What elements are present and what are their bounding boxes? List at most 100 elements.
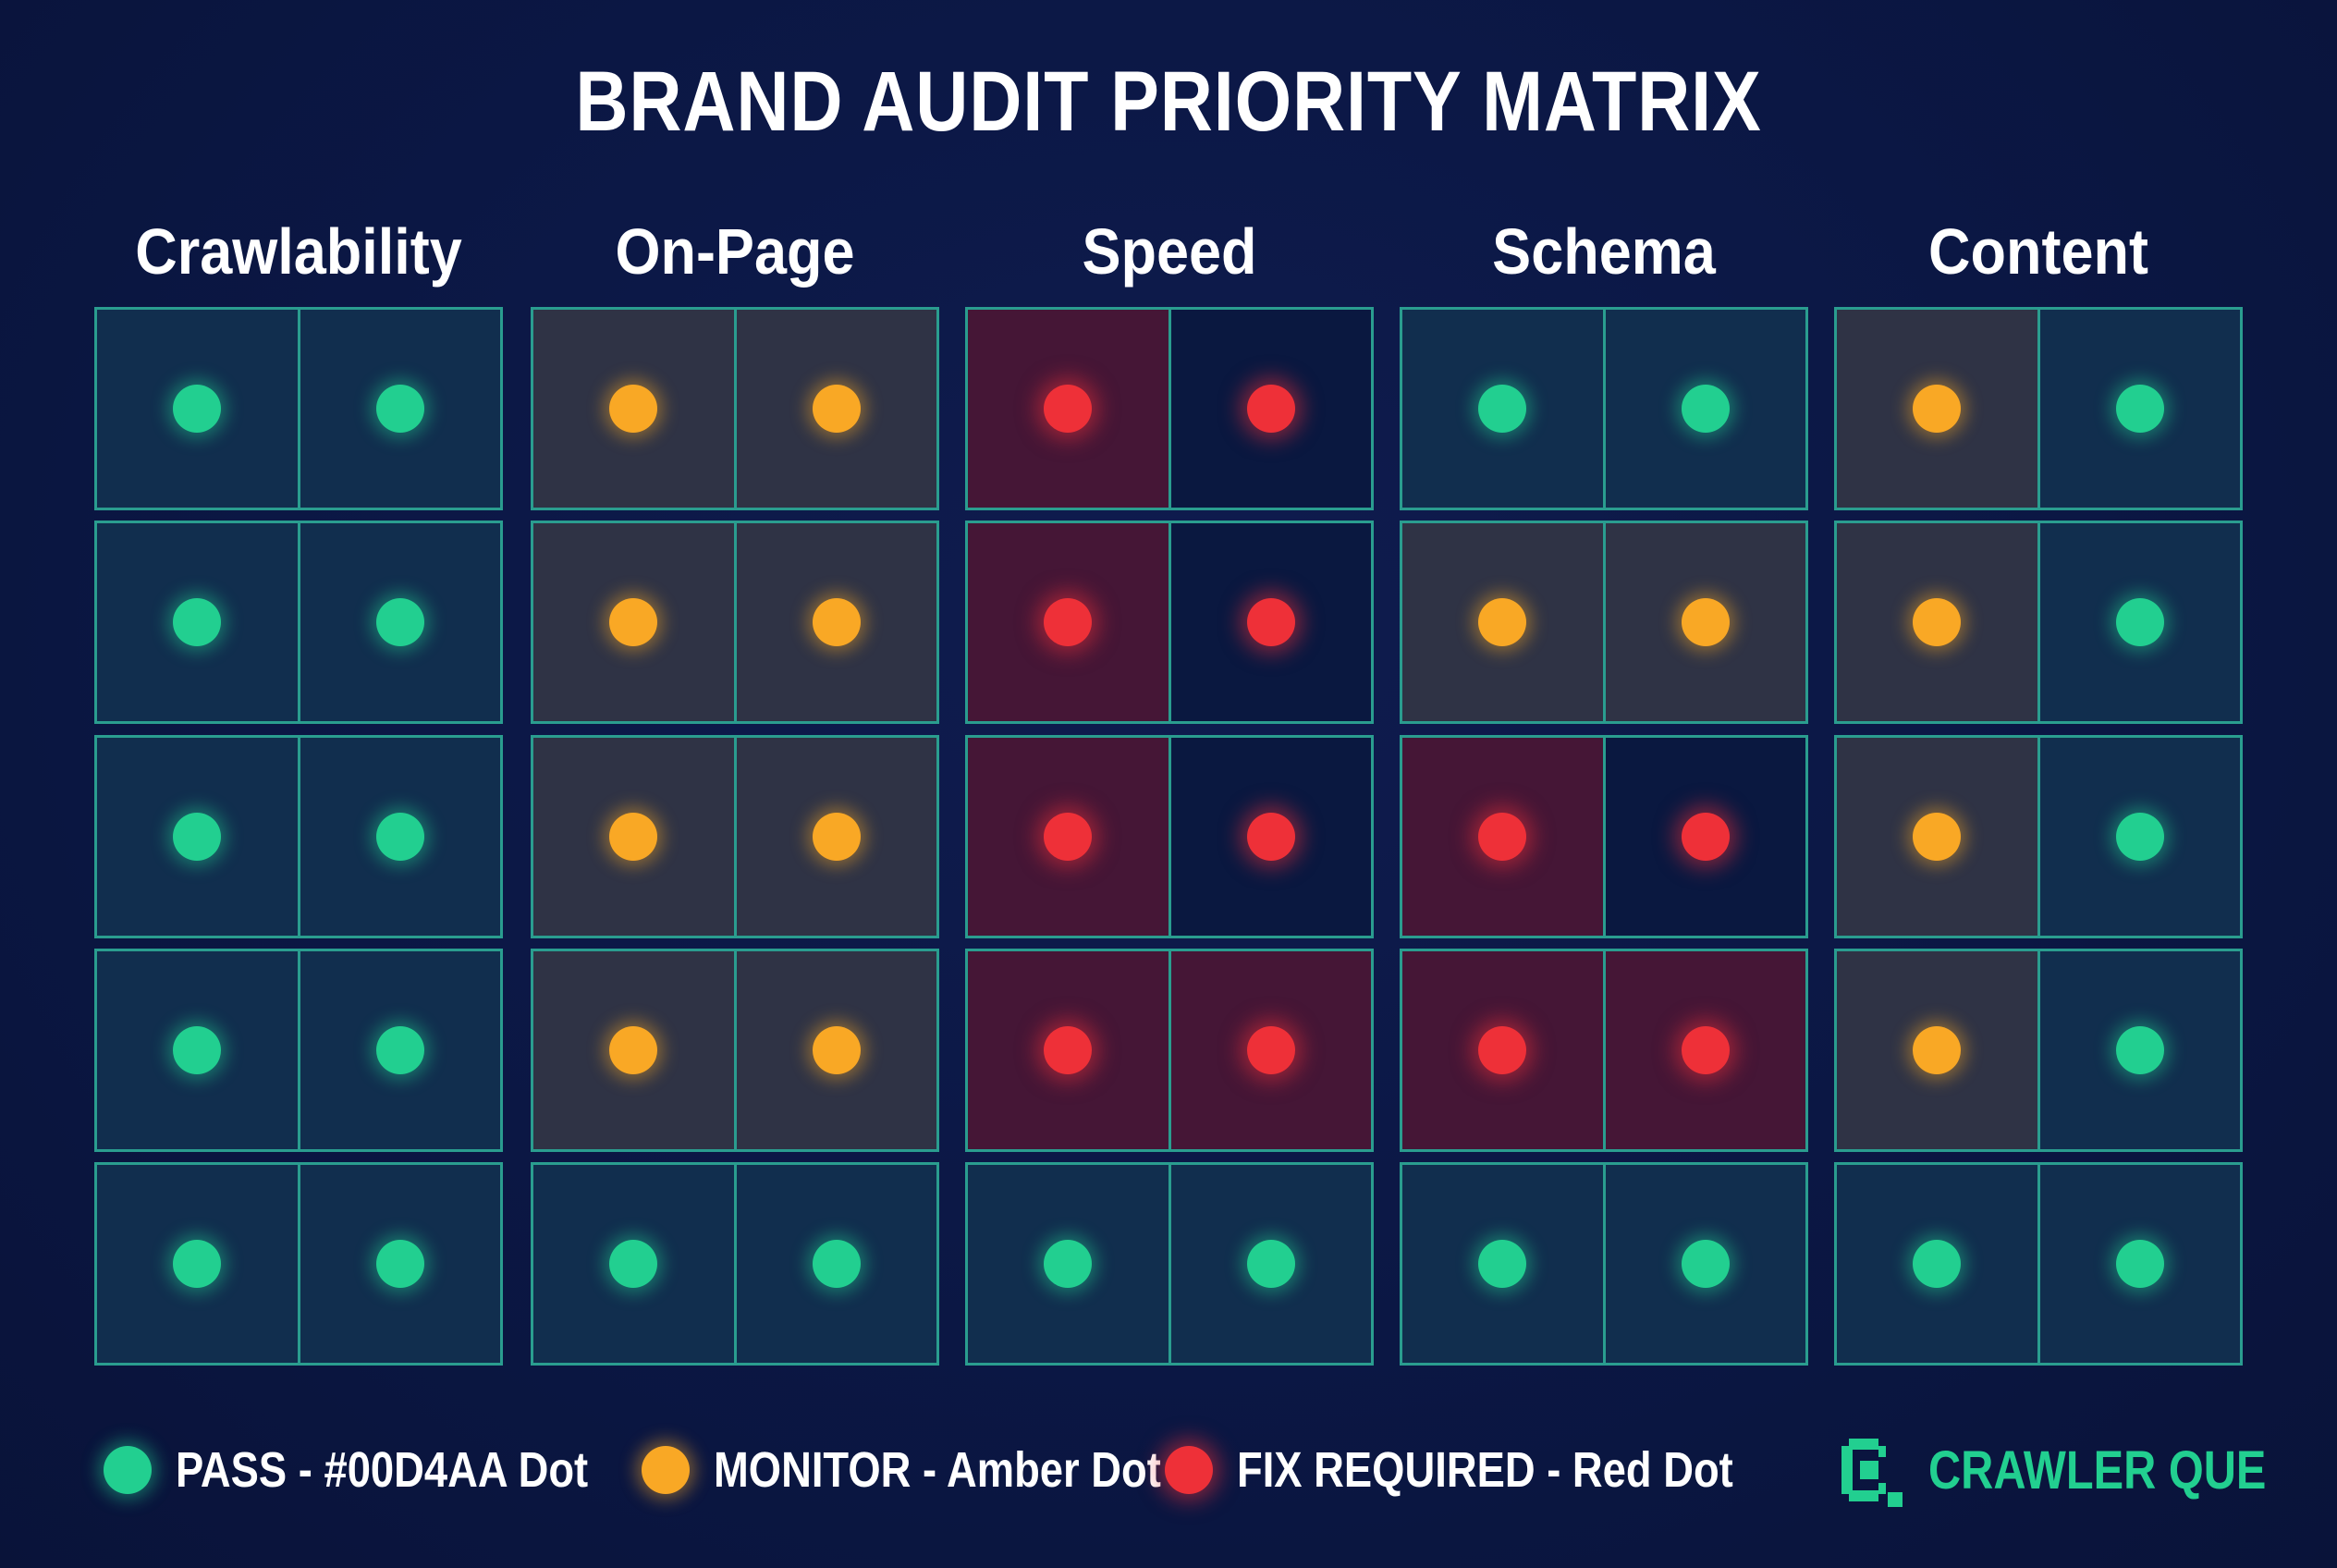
monitor-dot-icon — [1913, 813, 1962, 861]
legend-fix: FIX REQUIRED - Red Dot — [1165, 1433, 1828, 1507]
pass-dot-icon — [2115, 385, 2164, 433]
matrix-cell — [1602, 310, 1805, 508]
matrix-cell — [2037, 1165, 2240, 1363]
pass-dot-icon — [375, 385, 424, 433]
column-header-content: Content — [1928, 215, 2148, 288]
matrix-cell — [1837, 951, 2037, 1149]
matrix-cell — [97, 310, 298, 508]
fix-dot-icon — [1044, 813, 1093, 861]
matrix-cell — [533, 523, 734, 721]
matrix-block-on-page-row-1 — [531, 307, 939, 510]
matrix-block-crawlability-row-1 — [94, 307, 503, 510]
matrix-cell — [1168, 951, 1371, 1149]
matrix-cell — [297, 738, 500, 936]
monitor-dot-icon — [812, 1026, 861, 1074]
legend-pass-label: PASS - #00D4AA Dot — [176, 1442, 589, 1498]
matrix-cell — [1402, 310, 1603, 508]
matrix-cell — [533, 951, 734, 1149]
pass-dot-icon — [375, 813, 424, 861]
matrix-block-speed-row-5 — [965, 1162, 1374, 1366]
matrix-block-schema-row-4 — [1400, 949, 1808, 1152]
matrix-cell — [1168, 523, 1371, 721]
matrix-cell — [297, 1165, 500, 1363]
matrix-block-crawlability-row-3 — [94, 735, 503, 938]
matrix-cell — [1402, 738, 1603, 936]
monitor-dot-icon — [609, 385, 658, 433]
legend-fix-label: FIX REQUIRED - Red Dot — [1237, 1442, 1733, 1498]
fix-dot-icon — [1165, 1446, 1213, 1494]
pass-dot-icon — [173, 1026, 222, 1074]
brand-logo: CRAWLER QUE — [1821, 1424, 2331, 1516]
matrix-block-schema-row-3 — [1400, 735, 1808, 938]
pass-dot-icon — [173, 385, 222, 433]
legend-monitor-label: MONITOR - Amber Dot — [714, 1442, 1161, 1498]
column-header-crawlability: Crawlability — [135, 215, 462, 288]
monitor-dot-icon — [1913, 385, 1962, 433]
pass-dot-icon — [1913, 1240, 1962, 1288]
matrix-cell — [1837, 523, 2037, 721]
monitor-dot-icon — [642, 1446, 690, 1494]
pass-dot-icon — [173, 813, 222, 861]
matrix-cell — [97, 523, 298, 721]
matrix-block-schema-row-1 — [1400, 307, 1808, 510]
column-header-speed: Speed — [1082, 215, 1257, 288]
matrix-cell — [1602, 951, 1805, 1149]
column-header-on-page: On-Page — [615, 215, 855, 288]
matrix-cell — [733, 951, 936, 1149]
matrix-block-content-row-5 — [1834, 1162, 2243, 1366]
fix-dot-icon — [1478, 1026, 1527, 1074]
matrix-title: BRAND AUDIT PRIORITY MATRIX — [575, 55, 1762, 149]
matrix-cell — [968, 738, 1168, 936]
pass-dot-icon — [1478, 1240, 1527, 1288]
pass-dot-icon — [2115, 1240, 2164, 1288]
matrix-cell — [533, 1165, 734, 1363]
matrix-cell — [968, 1165, 1168, 1363]
pass-dot-icon — [1681, 385, 1730, 433]
fix-dot-icon — [1478, 813, 1527, 861]
matrix-cell — [2037, 523, 2240, 721]
column-header-schema: Schema — [1492, 215, 1716, 288]
matrix-cell — [733, 310, 936, 508]
fix-dot-icon — [1044, 1026, 1093, 1074]
matrix-cell — [733, 523, 936, 721]
monitor-dot-icon — [1478, 598, 1527, 646]
pass-dot-icon — [1681, 1240, 1730, 1288]
monitor-dot-icon — [812, 598, 861, 646]
fix-dot-icon — [1044, 598, 1093, 646]
monitor-dot-icon — [1681, 598, 1730, 646]
matrix-block-content-row-4 — [1834, 949, 2243, 1152]
matrix-block-content-row-3 — [1834, 735, 2243, 938]
legend-monitor: MONITOR - Amber Dot — [642, 1433, 1246, 1507]
matrix-block-on-page-row-3 — [531, 735, 939, 938]
matrix-block-crawlability-row-2 — [94, 521, 503, 724]
pass-dot-icon — [609, 1240, 658, 1288]
pass-dot-icon — [173, 1240, 222, 1288]
matrix-block-crawlability-row-5 — [94, 1162, 503, 1366]
fix-dot-icon — [1044, 385, 1093, 433]
fix-dot-icon — [1681, 1026, 1730, 1074]
matrix-cell — [533, 310, 734, 508]
monitor-dot-icon — [1913, 1026, 1962, 1074]
legend-pass: PASS - #00D4AA Dot — [104, 1433, 667, 1507]
matrix-cell — [733, 1165, 936, 1363]
matrix-block-schema-row-5 — [1400, 1162, 1808, 1366]
brand-name: CRAWLER QUE — [1928, 1439, 2267, 1501]
pass-dot-icon — [375, 598, 424, 646]
matrix-cell — [968, 951, 1168, 1149]
fix-dot-icon — [1246, 1026, 1295, 1074]
matrix-cell — [968, 310, 1168, 508]
matrix-cell — [1837, 310, 2037, 508]
pass-dot-icon — [2115, 813, 2164, 861]
matrix-cell — [1402, 951, 1603, 1149]
pass-dot-icon — [812, 1240, 861, 1288]
matrix-cell — [1402, 523, 1603, 721]
matrix-block-on-page-row-5 — [531, 1162, 939, 1366]
matrix-cell — [297, 523, 500, 721]
pass-dot-icon — [104, 1446, 152, 1494]
matrix-block-schema-row-2 — [1400, 521, 1808, 724]
pass-dot-icon — [173, 598, 222, 646]
monitor-dot-icon — [609, 598, 658, 646]
pass-dot-icon — [2115, 598, 2164, 646]
monitor-dot-icon — [812, 813, 861, 861]
pass-dot-icon — [1478, 385, 1527, 433]
